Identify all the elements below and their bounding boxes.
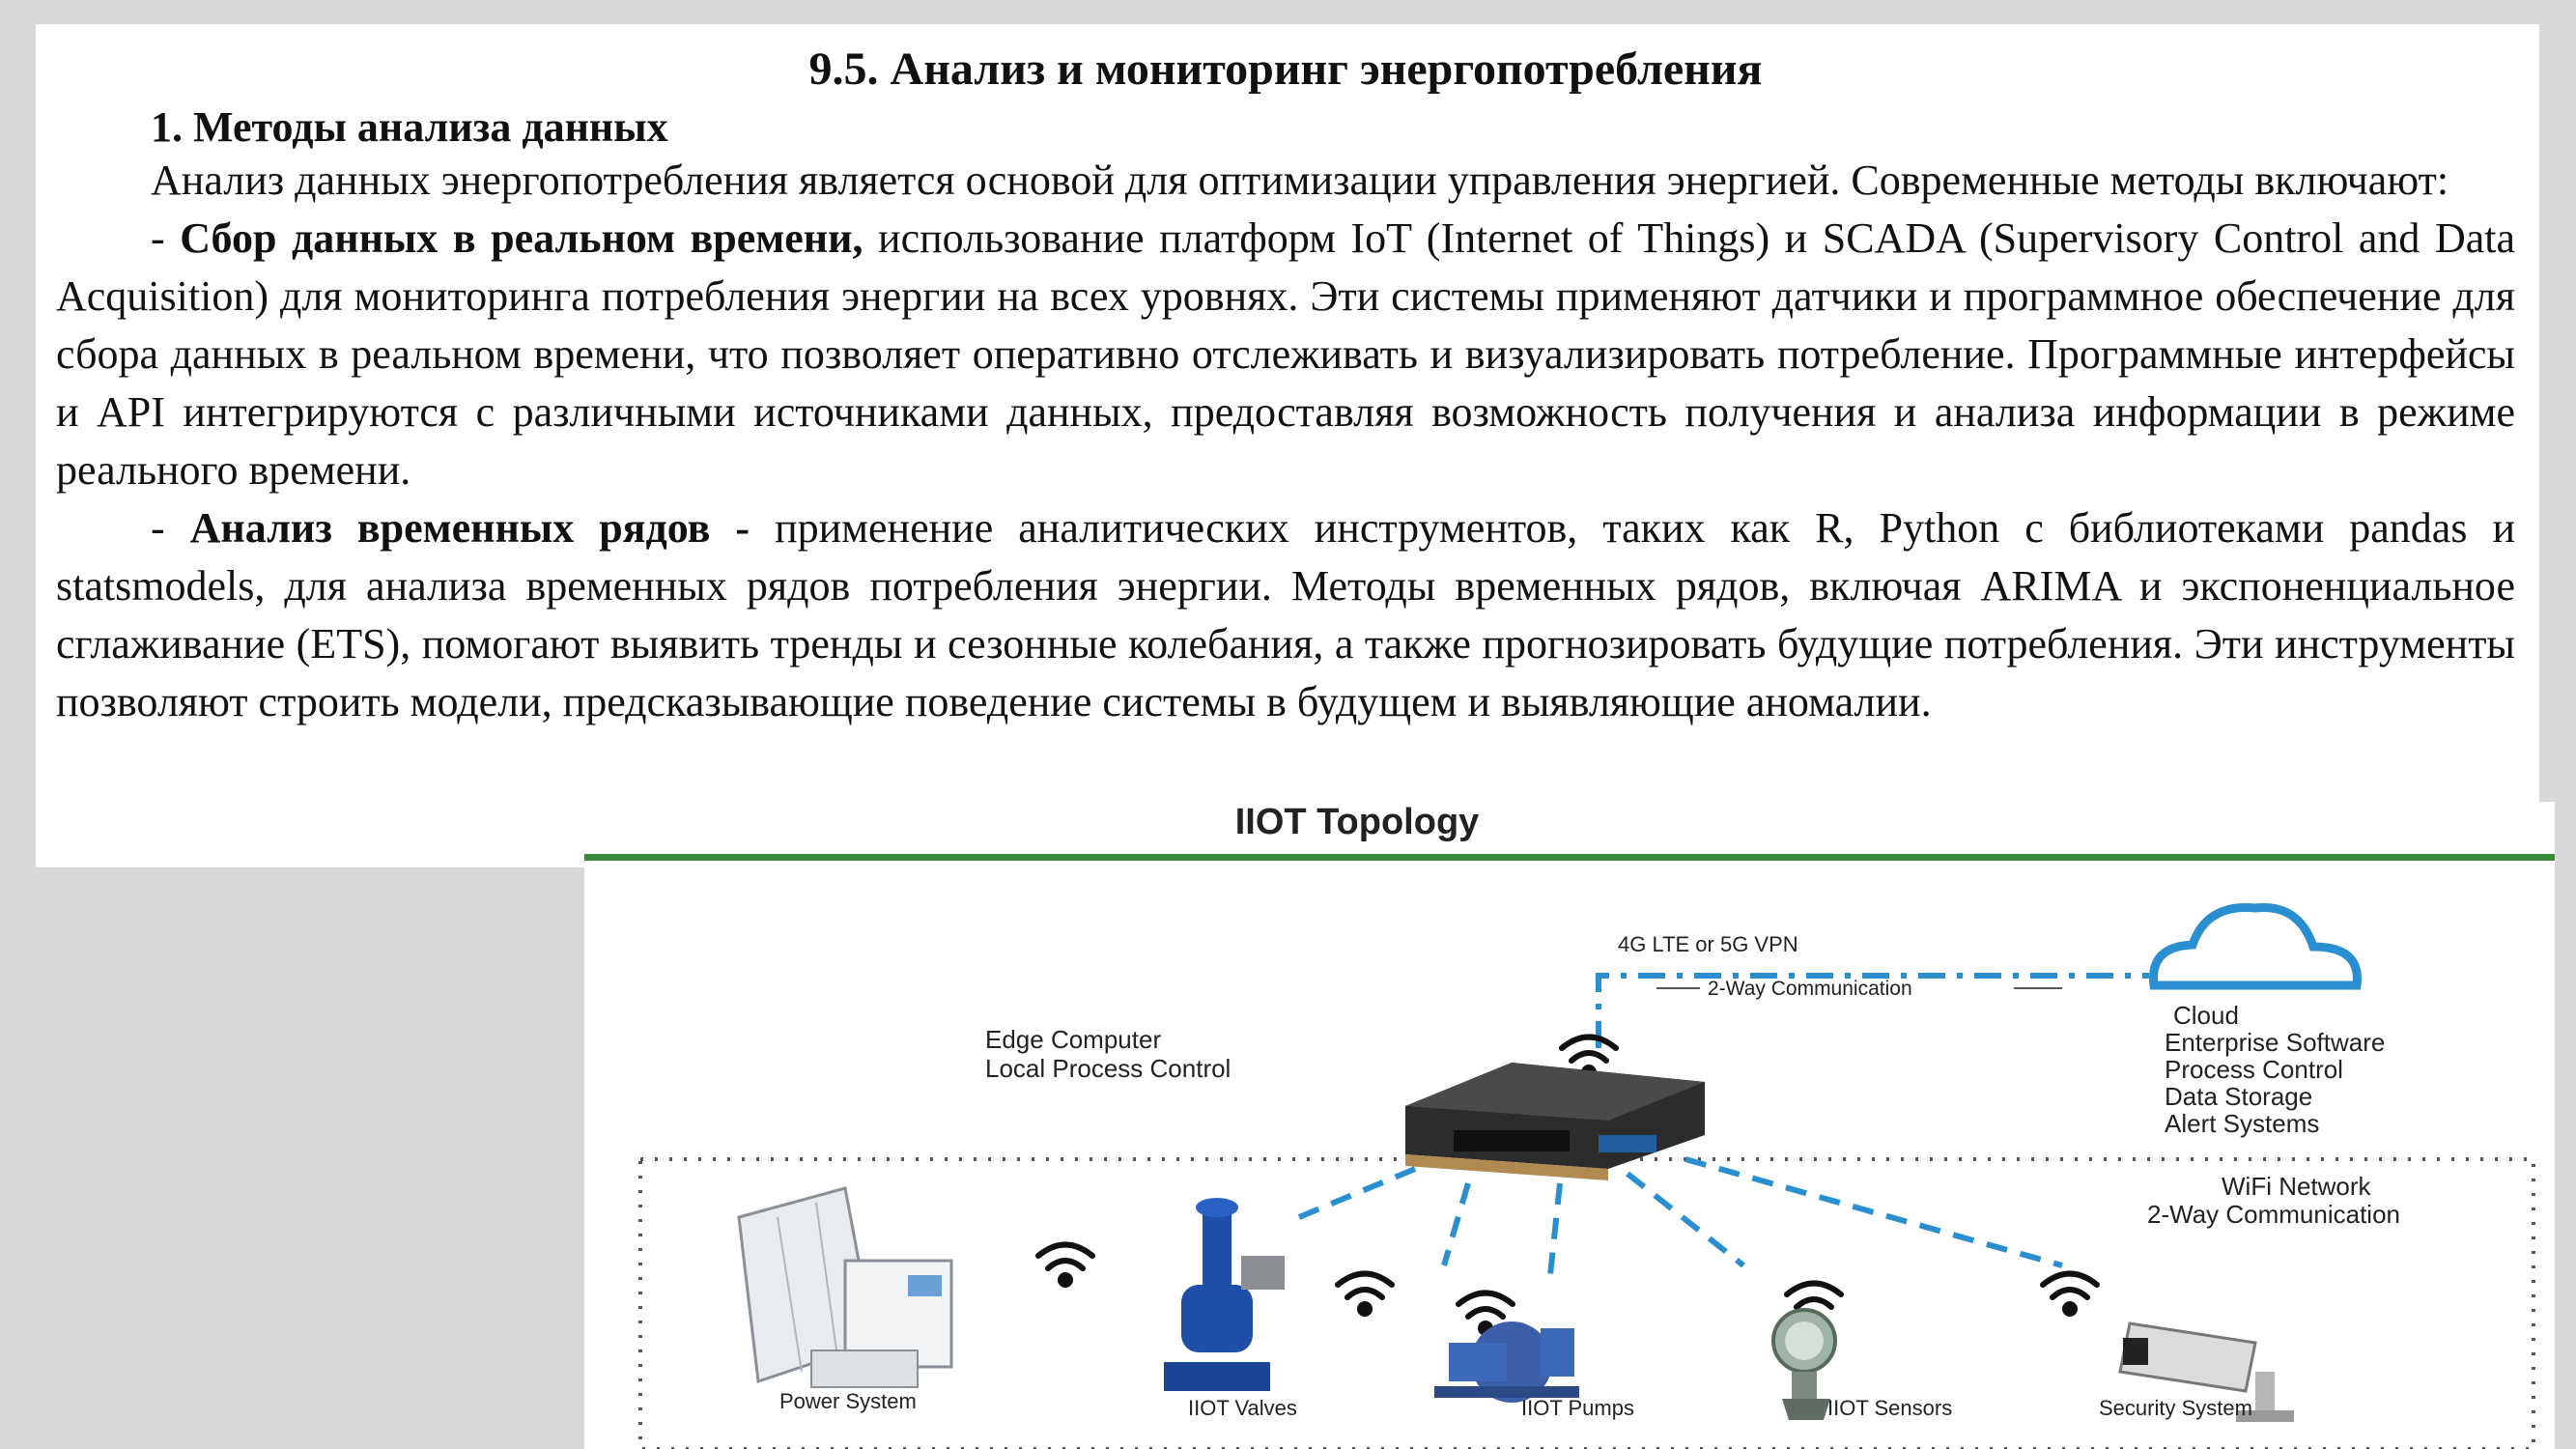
device-label-sensors: IIOT Sensors — [1827, 1396, 1952, 1420]
wan-link-line — [1596, 973, 2149, 1048]
device-wifi-icons — [1035, 1241, 2100, 1336]
intro-paragraph: Анализ данных энергопотребления является… — [151, 156, 2449, 204]
document-page: 9.5. Анализ и мониторинг энергопотреблен… — [36, 24, 2539, 867]
device-label-security: Security System — [2099, 1396, 2252, 1420]
method-realtime-text: использование платформ IoT (Internet of … — [56, 214, 2516, 494]
iiot-sensor-icon — [1771, 1308, 1837, 1420]
document-text: 9.5. Анализ и мониторинг энергопотреблен… — [56, 36, 2515, 731]
method-realtime-paragraph: - Сбор данных в реальном времени, исполь… — [56, 210, 2515, 499]
iiot-topology-figure: 4G LTE or 5G VPN 2-Way Communication Clo… — [584, 802, 2555, 1449]
cloud-label-0: Cloud — [2173, 1001, 2239, 1030]
section-title: 9.5. Анализ и мониторинг энергопотреблен… — [808, 43, 1763, 95]
cloud-label-2: Process Control — [2165, 1055, 2343, 1084]
edge-computer-icon — [1405, 1063, 1705, 1180]
iiot-pump-icon — [1434, 1321, 1579, 1403]
device-label-pumps: IIOT Pumps — [1521, 1396, 1634, 1420]
edge-process-label: Local Process Control — [985, 1054, 1231, 1083]
wifi-network-label: WiFi Network — [2222, 1172, 2372, 1201]
figure-title-rule — [584, 854, 2555, 861]
bullet-dash: - — [151, 214, 181, 262]
method-timeseries-paragraph: - Анализ временных рядов - применение ан… — [56, 499, 2515, 731]
device-label-power: Power System — [779, 1389, 917, 1413]
device-links — [1297, 1156, 2063, 1276]
bullet-dash: - — [151, 504, 190, 552]
method-timeseries-text: применение аналитических инструментов, т… — [56, 504, 2516, 725]
security-camera-icon — [2118, 1321, 2294, 1422]
power-system-icon — [737, 1186, 953, 1388]
device-label-valves: IIOT Valves — [1188, 1396, 1297, 1420]
topology-diagram: 4G LTE or 5G VPN 2-Way Communication Clo… — [638, 902, 2535, 1449]
method-timeseries-title: Анализ временных рядов - — [189, 504, 750, 552]
subsection-heading: 1. Методы анализа данных — [151, 103, 668, 151]
method-realtime-title: Сбор данных в реальном времени, — [180, 214, 863, 262]
cloud-label-1: Enterprise Software — [2165, 1028, 2385, 1057]
edge-computer-label: Edge Computer — [985, 1025, 1161, 1054]
iiot-valve-icon — [1164, 1198, 1285, 1391]
figure-title: IIOT Topology — [1234, 802, 1480, 842]
cloud-label-4: Alert Systems — [2165, 1109, 2319, 1138]
wifi-comm-label: 2-Way Communication — [2147, 1200, 2400, 1229]
wan-comm-label: 2-Way Communication — [1708, 978, 1912, 1000]
cloud-label-group: Cloud Enterprise Software Process Contro… — [2165, 1001, 2385, 1138]
cloud-icon — [2149, 902, 2362, 990]
cloud-label-3: Data Storage — [2165, 1082, 2312, 1111]
wan-link-label: 4G LTE or 5G VPN — [1618, 932, 1798, 956]
